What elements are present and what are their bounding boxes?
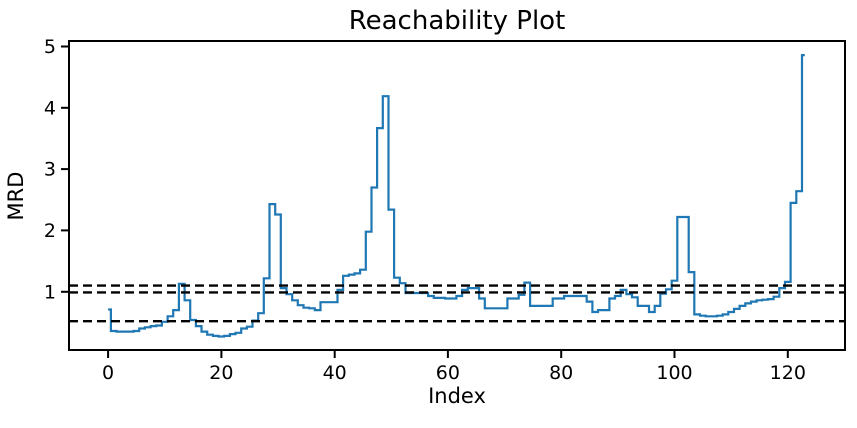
y-tick-label: 3 [44,159,56,181]
axis-frame [68,40,846,351]
x-tick-label: 120 [770,362,806,384]
chart-title: Reachability Plot [348,6,566,36]
x-tick-label: 100 [656,362,692,384]
x-tick-label: 80 [549,362,573,384]
x-tick-label: 20 [209,362,233,384]
data-line [108,54,805,338]
x-axis-label: Index [428,384,486,408]
y-tick-label: 4 [44,97,56,119]
y-tick-label: 1 [44,281,56,303]
x-tick-label: 0 [102,362,114,384]
y-tick-label: 5 [44,36,56,58]
y-tick-label: 2 [44,220,56,242]
x-tick-label: 40 [323,362,347,384]
x-tick-label: 60 [436,362,460,384]
